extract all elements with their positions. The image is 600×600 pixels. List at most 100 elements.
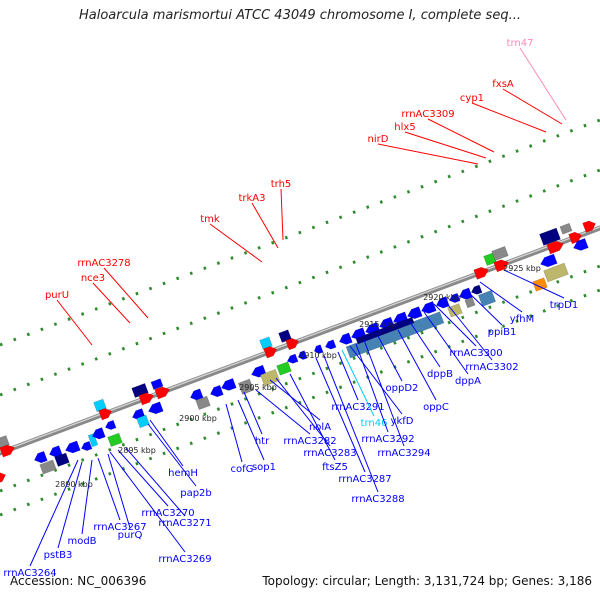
- forward-gene-21: [582, 220, 596, 233]
- label-top-nird-leader: [377, 143, 479, 165]
- reverse-gene-8: [87, 433, 99, 448]
- reverse-gene-18: [221, 378, 237, 391]
- reverse-gene-4: [49, 445, 63, 458]
- dotted-guide-2: [0, 118, 600, 347]
- label-bottom-rrnac3302-leader: [443, 299, 493, 361]
- label-top-nce3-leader: [92, 282, 131, 324]
- label-top-rrnac3309: rrnAC3309: [401, 109, 454, 120]
- label-bottom-yfhm-leader: [479, 281, 523, 313]
- forward-gene-6: [138, 392, 154, 406]
- label-top-trn47: trn47: [507, 38, 534, 49]
- label-top-rrnac3278-leader: [103, 267, 149, 319]
- label-top-tmk-leader: [209, 223, 263, 263]
- tick-2890-kbp: 2890 kbp: [55, 480, 93, 489]
- label-bottom-trn46: trn46: [361, 418, 388, 429]
- label-top-trka3-leader: [251, 202, 279, 249]
- reverse-gene-22: [276, 361, 292, 376]
- reverse-gene-33: [421, 301, 437, 314]
- label-bottom-rrnac3288: rrnAC3288: [351, 494, 404, 505]
- tick-2900-kbp: 2900 kbp: [179, 414, 217, 423]
- label-bottom-rrnac3291: rrnAC3291: [331, 402, 384, 413]
- label-top-trka3: trkA3: [238, 193, 265, 204]
- label-bottom-htr: htr: [255, 436, 270, 447]
- reverse-gene-26: [324, 339, 337, 350]
- label-top-hlx5-leader: [404, 131, 487, 159]
- label-top-rrnac3278: rrnAC3278: [77, 258, 130, 269]
- label-bottom-modb: modB: [67, 536, 96, 547]
- forward-gene-16: [493, 259, 509, 273]
- reverse-gene-41: [540, 253, 558, 268]
- label-bottom-rrnac3287-leader: [315, 357, 366, 473]
- reverse-gene-43: [532, 277, 548, 292]
- label-bottom-hemh-leader: [149, 419, 184, 467]
- label-bottom-cofg-leader: [225, 403, 243, 463]
- gene-features: [0, 220, 596, 485]
- tick-2910-kbp: 2910 kbp: [299, 351, 337, 360]
- dotted-guide-lines: [0, 118, 600, 517]
- label-bottom-rrnac3287: rrnAC3287: [338, 474, 391, 485]
- label-bottom-rrnac3288-leader: [323, 355, 379, 493]
- label-top-rrnac3309-leader: [427, 118, 495, 153]
- label-bottom-oppd2-leader: [377, 335, 403, 382]
- forward-gene-19: [546, 240, 564, 255]
- reverse-gene-39: [464, 297, 476, 309]
- label-top-nird: nirD: [368, 134, 389, 145]
- label-bottom-rrnac3264-leader: [29, 459, 79, 567]
- label-bottom-pap2b: pap2b: [180, 488, 212, 499]
- label-bottom-hemh: hemH: [168, 468, 198, 479]
- label-bottom-ykfd-leader: [349, 345, 403, 415]
- label-bottom-rrnac3282-leader: [255, 389, 311, 435]
- label-bottom-nola: nolA: [309, 422, 331, 433]
- reverse-gene-21: [260, 369, 280, 387]
- label-bottom-ykfd: ykfD: [391, 416, 414, 427]
- forward-gene-14: [491, 246, 509, 261]
- forward-gene-12: [285, 337, 299, 351]
- reverse-gene-2: [34, 450, 48, 464]
- reverse-gene-1: [0, 471, 6, 485]
- label-bottom-sop1-leader: [237, 399, 265, 461]
- label-bottom-rrnac3302: rrnAC3302: [465, 362, 518, 373]
- label-bottom-rrnac3291-leader: [337, 351, 359, 401]
- label-bottom-rrnac3271: rrnAC3271: [158, 518, 211, 529]
- label-bottom-purq: purQ: [118, 530, 143, 541]
- label-bottom-trpd1-leader: [503, 269, 565, 299]
- map-title: Haloarcula marismortui ATCC 43049 chromo…: [79, 8, 521, 23]
- reverse-gene-7: [80, 440, 93, 451]
- reverse-gene-9: [92, 427, 106, 440]
- label-bottom-sop1: sop1: [252, 462, 276, 473]
- forward-gene-18: [559, 222, 573, 235]
- label-bottom-ftsz5: ftsZ5: [322, 462, 348, 473]
- label-bottom-yfhm: yfhM: [510, 314, 534, 325]
- reverse-gene-3: [39, 459, 57, 475]
- topology-summary: Topology: circular; Length: 3,131,724 bp…: [262, 574, 592, 588]
- reverse-gene-40: [478, 289, 496, 307]
- reverse-gene-35: [448, 292, 461, 303]
- label-bottom-rrnac3294: rrnAC3294: [377, 448, 430, 459]
- reverse-gene-25: [313, 344, 324, 354]
- gene-label-callouts: purU nce3 rrnAC3278 tmk trkA3 trh5 nirD hlx5 rrn…: [3, 38, 578, 579]
- forward-gene-8: [154, 386, 170, 400]
- label-bottom-rrnac3292: rrnAC3292: [361, 434, 414, 445]
- label-bottom-rrnac3283: rrnAC3283: [303, 448, 356, 459]
- label-top-puru-leader: [56, 299, 93, 346]
- reverse-gene-15: [190, 388, 204, 401]
- reverse-gene-17: [210, 384, 224, 398]
- reverse-gene-19: [237, 378, 255, 395]
- label-bottom-rrnac3294-leader: [363, 339, 405, 447]
- label-bottom-ppib1-leader: [465, 289, 503, 326]
- label-top-trh5-leader: [280, 188, 284, 241]
- label-bottom-rrnac3270-leader: [117, 449, 169, 507]
- label-bottom-rrnac3264: rrnAC3264: [3, 568, 56, 579]
- dotted-guide-4: [0, 288, 600, 517]
- reverse-gene-5: [54, 452, 70, 467]
- label-bottom-rrnac3283-leader: [275, 377, 331, 447]
- reverse-gene-24: [297, 350, 308, 360]
- reverse-gene-37: [470, 284, 483, 295]
- reverse-gene-6: [65, 440, 81, 454]
- label-bottom-dppb: dppB: [427, 369, 453, 380]
- label-bottom-trpd1: trpD1: [550, 300, 578, 311]
- accession-label: Accession: NC_006396: [10, 574, 147, 588]
- reverse-gene-16: [195, 395, 211, 410]
- label-bottom-rrnac3270: rrnAC3270: [141, 508, 194, 519]
